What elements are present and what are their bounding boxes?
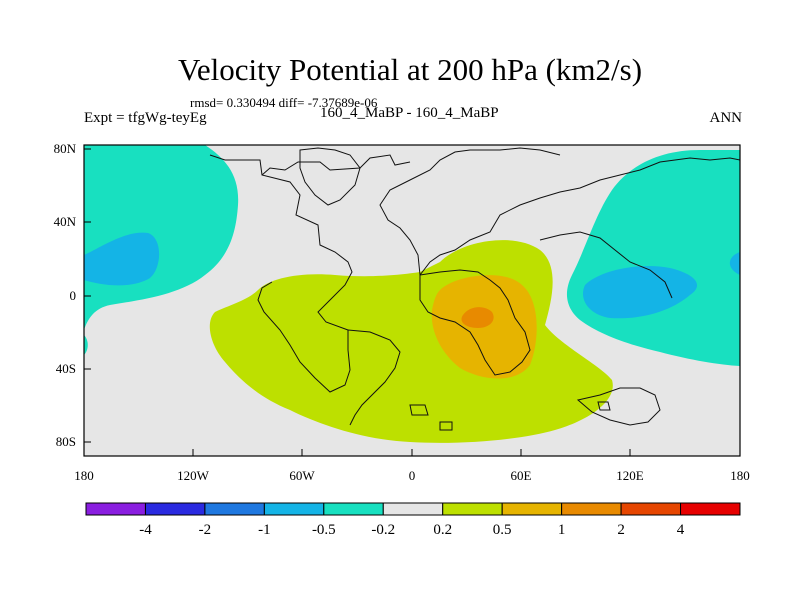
chart-title: Velocity Potential at 200 hPa (km2/s) [177,52,643,87]
contour-fills [84,145,740,443]
colorbar-box-7 [501,502,563,516]
coast-eurasia [379,147,740,276]
coast-north-america [240,159,353,393]
colorbar-box-4 [323,502,384,516]
coast-south-america [347,329,401,426]
colorbar-box-5 [382,502,444,516]
region-east-edge-core [729,252,740,275]
y-tick-label-0: 80N [54,141,77,156]
region-dateline-sliver [84,335,88,355]
colorbar-level-label-2: -1 [258,522,271,538]
colorbar-level-label-5: 0.2 [433,522,452,538]
region-africa-max [461,307,494,328]
region-west-pacific-core [84,232,160,286]
x-tick-label-2: 60W [289,468,315,483]
coast-north-america-top [209,154,411,176]
colorbar-level-label-8: 2 [617,522,625,538]
colorbar: -4 -2 -1 -0.5 -0.2 0.2 0.5 1 2 4 [85,502,741,538]
coast-antarctic-islands [409,401,611,431]
coast-australia [576,387,661,426]
colorbar-level-label-9: 4 [677,522,685,538]
colorbar-box-2 [204,502,265,516]
colorbar-level-label-7: 1 [558,522,566,538]
y-tick-label-3: 40S [56,361,76,376]
colorbar-box-10 [680,502,741,516]
y-tick-marks [84,148,91,443]
colorbar-box-6 [442,502,503,516]
y-tick-label-1: 40N [54,214,77,229]
coast-africa [419,269,531,376]
region-indo-pacific-core [582,265,698,319]
coastlines [209,147,740,431]
x-tick-label-0: 180 [74,468,94,483]
colorbar-level-label-3: -0.5 [312,522,336,538]
colorbar-box-1 [144,502,206,516]
colorbar-box-3 [263,502,325,516]
rmsd-subtitle: rmsd= 0.330494 diff= -7.37689e-06 [190,95,378,110]
x-tick-marks [83,449,741,456]
colorbar-box-9 [620,502,682,516]
x-tick-label-6: 180 [730,468,750,483]
case-label: 160_4_MaBP - 160_4_MaBP [320,105,499,121]
y-tick-label-2: 0 [70,288,77,303]
colorbar-level-label-6: 0.5 [493,522,512,538]
x-tick-label-4: 60E [511,468,532,483]
colorbar-level-label-1: -2 [199,522,212,538]
coast-greenland [299,147,361,206]
x-tick-label-1: 120W [177,468,210,483]
colorbar-box-8 [561,502,622,516]
colorbar-level-label-0: -4 [139,522,152,538]
season-label: ANN [709,110,743,126]
colorbar-box-0 [85,502,146,516]
y-tick-label-4: 80S [56,434,76,449]
colorbar-level-label-4: -0.2 [371,522,395,538]
coast-asia-south [539,231,673,299]
x-tick-label-3: 0 [409,468,416,483]
x-tick-label-5: 120E [616,468,644,483]
experiment-label: Expt = tfgWg-teyEg [84,110,207,126]
